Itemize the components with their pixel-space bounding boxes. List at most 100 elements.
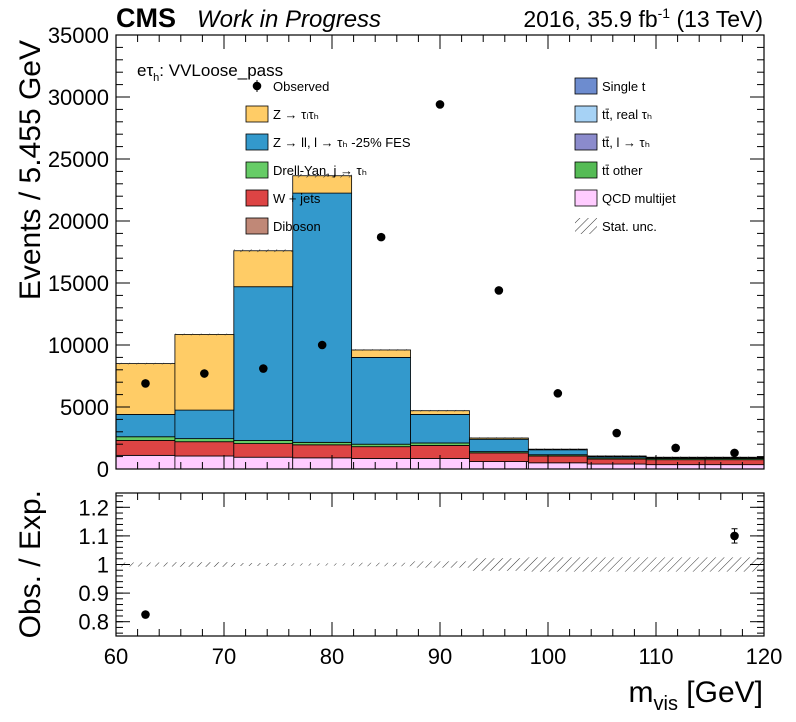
- bar-qcd-3: [292, 457, 353, 470]
- legend-marker-diboson: [245, 217, 269, 235]
- ratio-panel: 0.8 0.9 1 1.1 1.2 60 70 80 90 100 110 120: [78, 493, 782, 669]
- bar-qcd-1: [174, 455, 235, 470]
- ratio-unc-band-1: [174, 562, 234, 567]
- bar-wjets-6: [469, 452, 529, 462]
- main-unc-band-0: [116, 362, 175, 365]
- main-unc-band-3: [292, 173, 352, 178]
- bar-wjets-3: [292, 444, 353, 459]
- legend-label: QCD multijet: [602, 191, 676, 206]
- observed-point-5: [435, 100, 445, 109]
- ratio-unc-band-10: [705, 557, 764, 572]
- bar-wjets-4: [351, 446, 411, 459]
- main-unc-band-2: [233, 249, 293, 253]
- legend: Observed Z → τₗτₕ Z → ll, l → τₕ -25% FES D…: [245, 77, 676, 235]
- ratio-unc-band-5: [410, 561, 470, 568]
- main-ytick-label-4: 20000: [48, 209, 109, 234]
- main-ytick-label-3: 15000: [48, 271, 109, 296]
- ratio-ytick-label-2: 1: [97, 553, 109, 578]
- legend-label: W + jets: [273, 191, 321, 206]
- main-unc-band-10: [705, 456, 764, 458]
- legend-marker-ttbar_l: [574, 133, 598, 151]
- bar-qcd-10: [704, 464, 765, 470]
- bar-qcd-0: [115, 454, 176, 470]
- legend-entry-qcd: QCD multijet: [574, 189, 676, 207]
- legend-entry-unc: Stat. unc.: [575, 218, 657, 234]
- bar-ztt-4: [351, 349, 411, 358]
- x-tick-label-6: 120: [746, 644, 783, 669]
- main-unc-band-5: [410, 409, 470, 412]
- observed-point-8: [612, 428, 621, 438]
- main-unc-band-8: [587, 455, 647, 457]
- legend-label: Diboson: [273, 219, 321, 234]
- x-tick-label-0: 60: [104, 644, 128, 669]
- lumi-main: 2016, 35.9 fb: [523, 6, 657, 32]
- legend-entry-single_t: Single t: [574, 77, 646, 95]
- ratio-ytick-label-4: 1.2: [78, 495, 109, 520]
- main-unc-band-9: [646, 456, 706, 458]
- lumi-exponent: -1: [658, 5, 671, 21]
- legend-marker-wjets: [245, 189, 269, 207]
- legend-label: Stat. unc.: [602, 219, 657, 234]
- main-ytick-label-7: 35000: [48, 23, 109, 48]
- observed-point-0: [141, 379, 150, 388]
- legend-label: Single t: [602, 79, 646, 94]
- bar-wjets-2: [233, 443, 294, 458]
- bar-qcd-7: [527, 462, 588, 470]
- main-panel: 0 5000 10000 15000 20000 25000 30000 35000: [48, 23, 765, 482]
- ratio-unc-band-6: [469, 558, 529, 571]
- status-label: Work in Progress: [197, 6, 381, 33]
- legend-label: tt̄, real τₕ: [602, 107, 652, 122]
- category-prefix: eτ: [137, 61, 153, 80]
- legend-entry-obs: Observed: [252, 79, 329, 94]
- lumi-label: 2016, 35.9 fb-1 (13 TeV): [523, 5, 763, 32]
- legend-marker-point: [252, 81, 262, 91]
- legend-marker-hatch: [575, 218, 597, 234]
- legend-entry-ttbar_real: tt̄, real τₕ: [574, 105, 652, 123]
- legend-entry-ttbar_other: tt̄ other: [574, 161, 643, 179]
- bar-zll-7: [527, 449, 588, 456]
- observed-point-9: [671, 443, 680, 453]
- x-axis-label-m: m: [629, 676, 654, 709]
- bar-zll-4: [351, 356, 411, 445]
- ratio-unc-band-2: [233, 563, 293, 566]
- legend-marker-single_t: [574, 77, 598, 95]
- ratio-ytick-label-3: 1.1: [78, 524, 109, 549]
- ratio-y-axis-label: Obs. / Exp.: [14, 490, 47, 638]
- bar-dy_jet-2: [233, 440, 294, 444]
- bar-zll-6: [469, 438, 529, 453]
- main-frame: [115, 34, 765, 470]
- ratio-unc-band-4: [351, 562, 411, 567]
- x-tick-label-1: 70: [212, 644, 236, 669]
- bar-wjets-1: [174, 441, 235, 457]
- observed-point-2: [259, 364, 268, 373]
- ratio-frame: [115, 492, 765, 637]
- legend-marker-dy_jet: [245, 161, 269, 179]
- legend-entry-ztt: Z → τₗτₕ: [245, 105, 319, 123]
- bar-qcd-4: [351, 458, 411, 470]
- bar-zll-2: [233, 286, 294, 441]
- category-label: eτh: VVLoose_pass: [137, 61, 283, 84]
- observed-point-1: [200, 369, 209, 378]
- bar-zll-5: [410, 414, 470, 444]
- bar-dy_jet-1: [174, 438, 235, 443]
- x-axis-label-sub: vis: [654, 693, 678, 715]
- ratio-point-1: [730, 531, 739, 541]
- legend-entry-zll: Z → ll, l → τₕ -25% FES: [245, 133, 411, 151]
- main-unc-band-1: [174, 333, 234, 336]
- main-unc-band-7: [528, 448, 588, 450]
- bar-qcd-8: [586, 463, 647, 470]
- legend-label: Observed: [273, 79, 329, 94]
- main-ytick-label-6: 30000: [48, 85, 109, 110]
- legend-marker-ztt: [245, 105, 269, 123]
- x-tick-label-5: 110: [638, 644, 673, 669]
- ratio-ytick-label-1: 0.9: [78, 581, 109, 606]
- legend-marker-zll: [245, 133, 269, 151]
- experiment-label: CMS: [116, 3, 176, 33]
- observed-point-6: [494, 286, 504, 295]
- main-ytick-label-2: 10000: [48, 333, 109, 358]
- category-suffix: : VVLoose_pass: [159, 61, 283, 80]
- bar-wjets-7: [527, 455, 588, 464]
- bar-dy_jet-0: [115, 436, 176, 441]
- legend-marker-qcd: [574, 189, 598, 207]
- bar-wjets-10: [704, 459, 765, 466]
